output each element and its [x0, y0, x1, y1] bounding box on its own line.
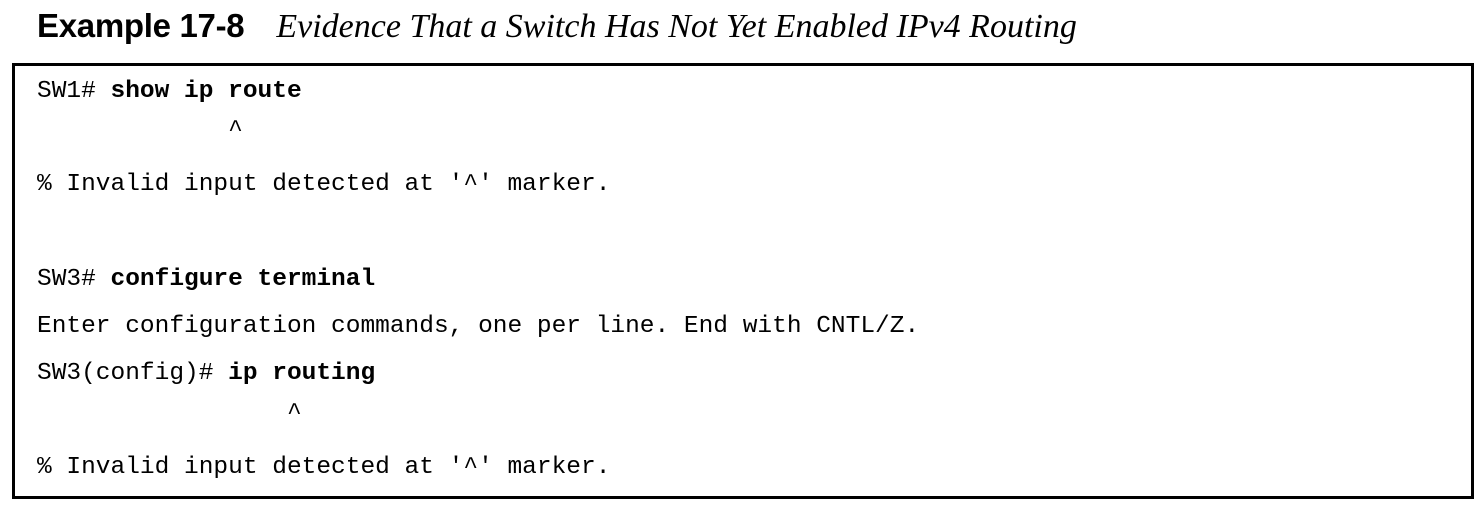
error-caret: ^	[37, 400, 302, 427]
code-line-5: Enter configuration commands, one per li…	[37, 312, 919, 342]
example-caption: Example 17-8 Evidence That a Switch Has …	[37, 4, 1077, 48]
cli-prompt: SW1#	[37, 78, 111, 105]
error-message: % Invalid input detected at '^' marker.	[37, 171, 611, 198]
cli-output-text: Enter configuration commands, one per li…	[37, 313, 920, 340]
cli-command: ip routing	[228, 360, 376, 387]
cli-output-box: SW1# show ip route ^ % Invalid input det…	[12, 63, 1474, 499]
error-caret: ^	[37, 117, 243, 144]
code-line-8: % Invalid input detected at '^' marker.	[37, 453, 610, 483]
code-line-7: ^	[37, 399, 302, 429]
cli-command: show ip route	[110, 78, 302, 105]
code-line-1: SW1# show ip route	[37, 77, 302, 107]
cli-prompt: SW3(config)#	[37, 360, 229, 387]
cli-prompt: SW3#	[37, 266, 111, 293]
code-line-6: SW3(config)# ip routing	[37, 359, 375, 389]
code-line-2: ^	[37, 116, 243, 146]
code-line-4: SW3# configure terminal	[37, 265, 375, 295]
cli-command: configure terminal	[110, 266, 376, 293]
error-message: % Invalid input detected at '^' marker.	[37, 454, 611, 481]
example-number: Example 17-8	[37, 7, 245, 44]
example-title: Evidence That a Switch Has Not Yet Enabl…	[276, 8, 1077, 45]
code-line-3: % Invalid input detected at '^' marker.	[37, 170, 610, 200]
